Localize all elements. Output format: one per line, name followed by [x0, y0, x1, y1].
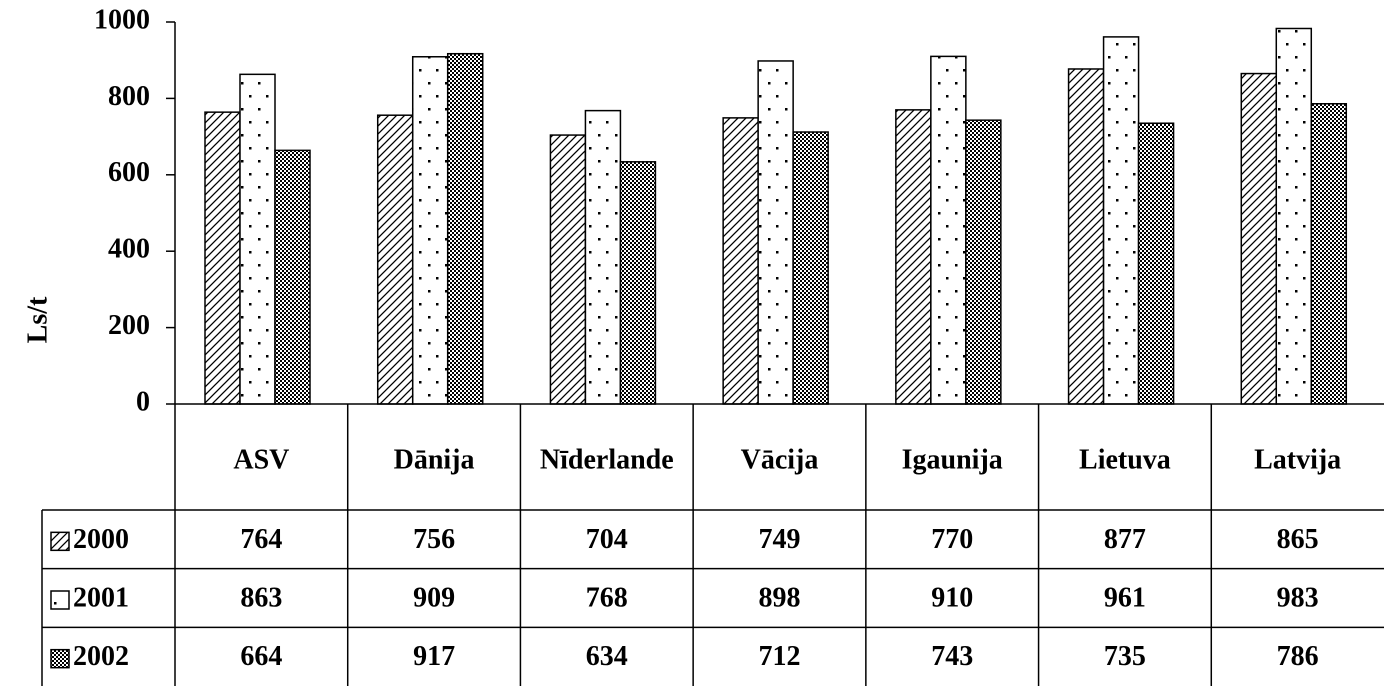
legend-label: 2000 — [73, 524, 129, 555]
bar — [549, 134, 587, 405]
bar — [1137, 122, 1175, 405]
table-value: 704 — [586, 524, 628, 555]
legend-label: 2001 — [73, 582, 129, 613]
table-value: 898 — [759, 582, 801, 613]
legend-key — [50, 648, 70, 669]
y-tick-label: 0 — [136, 386, 150, 417]
bar — [1240, 72, 1278, 405]
bar — [619, 161, 657, 405]
bar — [274, 149, 311, 405]
x-tick-label: Igaunija — [902, 444, 1003, 475]
bar — [239, 73, 276, 405]
legend-label: 2002 — [73, 641, 129, 672]
table-value: 865 — [1277, 524, 1319, 555]
table-value: 664 — [240, 641, 282, 672]
bar — [376, 114, 414, 405]
table-value: 756 — [413, 524, 455, 555]
x-tick-label: Nīderlande — [540, 444, 674, 475]
bar — [895, 109, 932, 405]
table-value: 863 — [240, 582, 282, 613]
table-value: 743 — [931, 641, 973, 672]
table-value: 786 — [1277, 641, 1319, 672]
x-tick-label: Dānija — [394, 444, 475, 475]
table-value: 735 — [1104, 641, 1146, 672]
table-value: 764 — [240, 524, 282, 555]
bar — [792, 131, 829, 405]
x-tick-label: Lietuva — [1079, 444, 1171, 475]
bar — [1275, 27, 1313, 405]
bar — [722, 117, 759, 405]
y-tick-label: 1000 — [94, 4, 150, 35]
x-tick-label: Latvija — [1254, 444, 1341, 475]
bar — [757, 60, 794, 405]
bar — [930, 55, 967, 405]
bar — [204, 111, 241, 405]
bar — [965, 119, 1002, 405]
table-value: 749 — [759, 524, 801, 555]
table-value: 983 — [1277, 582, 1319, 613]
bar — [411, 56, 449, 405]
bar — [1310, 102, 1348, 405]
table-value: 909 — [413, 582, 455, 613]
table-value: 917 — [413, 641, 455, 672]
legend-key — [50, 590, 70, 610]
bar — [446, 52, 484, 405]
table-value: 712 — [759, 641, 801, 672]
legend-key — [50, 531, 70, 552]
table-value: 768 — [586, 582, 628, 613]
bar — [1067, 68, 1105, 405]
bar — [584, 109, 622, 405]
x-tick-label: Vācija — [741, 444, 819, 475]
table-value: 770 — [931, 524, 973, 555]
table-value: 961 — [1104, 582, 1146, 613]
y-axis-label: Ls/t — [22, 296, 53, 343]
y-tick-label: 800 — [108, 81, 150, 112]
table-value: 910 — [931, 582, 973, 613]
bar — [1102, 36, 1140, 405]
table-value: 634 — [586, 641, 628, 672]
table-value: 877 — [1104, 524, 1146, 555]
y-tick-label: 400 — [108, 234, 150, 265]
x-tick-label: ASV — [233, 444, 289, 475]
y-tick-label: 200 — [108, 310, 150, 341]
y-tick-label: 600 — [108, 157, 150, 188]
